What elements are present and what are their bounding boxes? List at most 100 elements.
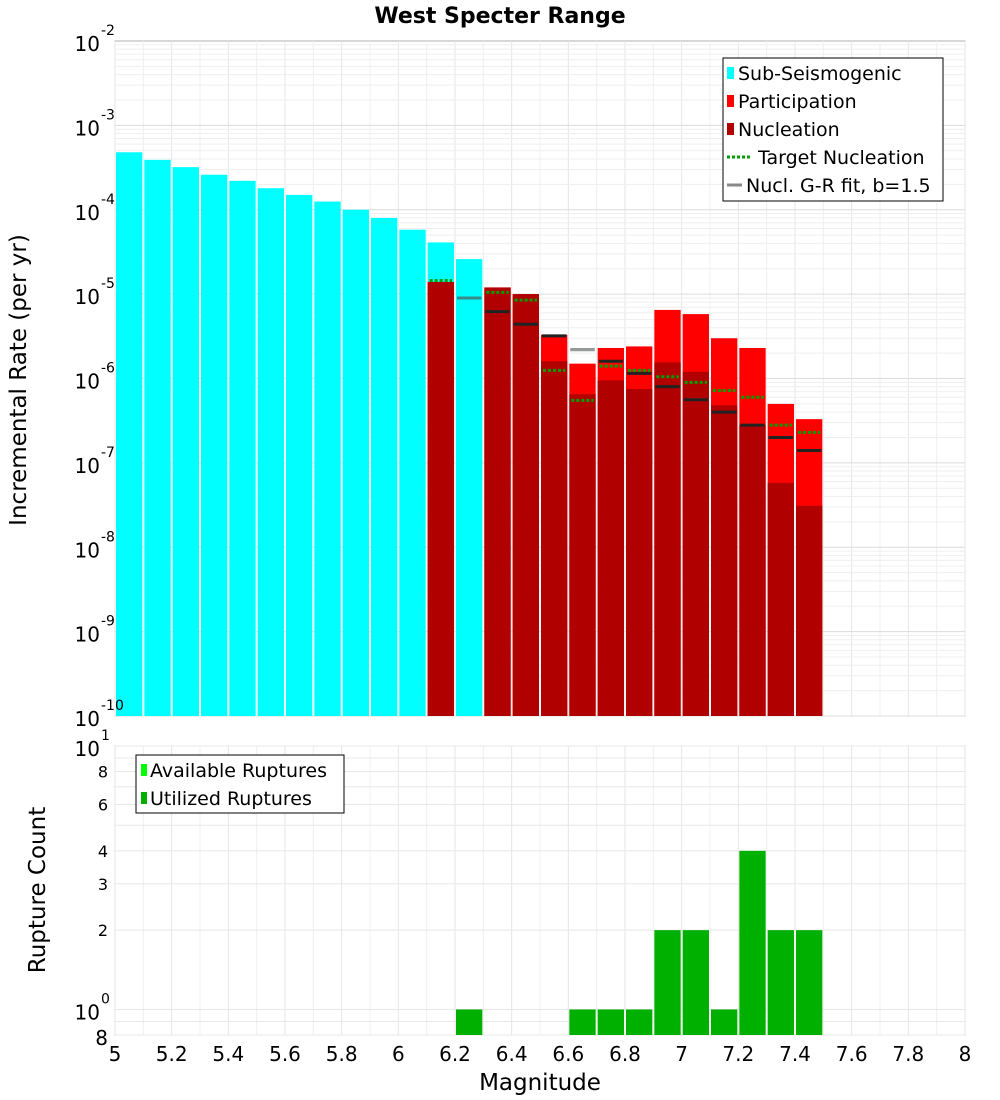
legend-label-utilized: Utilized Ruptures <box>150 788 312 810</box>
sub-seismogenic-bar <box>172 167 199 716</box>
nucleation-bar <box>682 371 709 716</box>
x-tick-label: 5.4 <box>212 1042 244 1066</box>
nucleation-bar <box>569 394 596 716</box>
x-tick-label: 5 <box>109 1042 122 1066</box>
nucleation-bar <box>767 482 794 716</box>
sub-seismogenic-bar <box>342 209 369 716</box>
y-tick-label: 4 <box>98 842 108 861</box>
utilized-ruptures-bar <box>796 930 823 1035</box>
nucleation-bar <box>427 281 454 716</box>
x-tick-label: 7.4 <box>779 1042 811 1066</box>
x-tick-label: 5.2 <box>156 1042 188 1066</box>
y-tick-label: 10 <box>75 285 100 309</box>
x-tick-label: 6.6 <box>552 1042 584 1066</box>
y-tick-label: 10 <box>75 454 100 478</box>
sub-seismogenic-bar <box>286 194 313 716</box>
y-tick-exponent: 0 <box>101 991 110 1007</box>
x-tick-label: 8 <box>959 1042 972 1066</box>
top-y-axis-label: Incremental Rate (per yr) <box>6 234 32 526</box>
bottom-bars <box>456 850 823 1035</box>
utilized-ruptures-bar <box>626 1009 653 1035</box>
sub-seismogenic-bar <box>399 229 426 717</box>
top-markers <box>429 279 822 453</box>
legend-swatch-available <box>141 764 147 776</box>
y-tick-label: 2 <box>98 921 108 940</box>
legend-label-gr-fit: Nucl. G-R fit, b=1.5 <box>746 175 931 197</box>
y-tick-label: 10 <box>75 370 100 394</box>
y-tick-exponent: -8 <box>101 529 115 545</box>
legend-label-participation: Participation <box>738 91 857 113</box>
x-tick-labels: 5 5.2 5.4 5.6 5.8 6 6.2 6.4 6.6 6.8 7 7.2 7.4 7.6 7.8 8 <box>109 1042 972 1066</box>
bottom-y-axis-label: Rupture Count <box>25 807 51 973</box>
sub-seismogenic-bar <box>456 259 483 716</box>
legend-label-nucleation: Nucleation <box>738 119 840 141</box>
nucleation-bar <box>541 361 568 716</box>
top-legend-box <box>722 57 944 202</box>
x-tick-label: 7 <box>675 1042 688 1066</box>
legend-swatch-nucleation <box>727 123 734 135</box>
bottom-legend-box <box>135 754 345 814</box>
y-tick-label: 10 <box>75 538 100 562</box>
y-tick-exponent: -9 <box>101 614 115 630</box>
y-tick-label: 10 <box>75 1000 100 1024</box>
legend-label-sub-seismogenic: Sub-Seismogenic <box>738 63 902 85</box>
y-tick-label: 6 <box>98 795 108 814</box>
x-tick-label: 7.8 <box>892 1042 924 1066</box>
utilized-ruptures-bar <box>597 1009 624 1035</box>
y-tick-exponent: 1 <box>101 728 110 744</box>
y-tick-exponent: -2 <box>101 23 115 39</box>
y-tick-label: 10 <box>75 707 100 731</box>
x-axis-label: Magnitude <box>479 1070 601 1096</box>
legend-label-target-nucleation: Target Nucleation <box>757 147 925 169</box>
utilized-ruptures-bar <box>569 1009 596 1035</box>
top-legend: Sub-Seismogenic Participation Nucleation… <box>722 57 944 202</box>
utilized-ruptures-bar <box>767 930 794 1035</box>
y-tick-label: 10 <box>75 32 100 56</box>
utilized-ruptures-bar <box>682 930 709 1035</box>
sub-seismogenic-bar <box>201 174 228 716</box>
y-tick-exponent: -7 <box>101 445 115 461</box>
sub-seismogenic-bar <box>229 180 256 716</box>
y-tick-label: 8 <box>98 763 108 782</box>
y-tick-label: 10 <box>75 737 100 761</box>
legend-swatch-utilized <box>141 792 147 804</box>
nucleation-bar <box>512 294 539 716</box>
top-bars <box>116 152 823 717</box>
x-tick-label: 6.4 <box>496 1042 528 1066</box>
y-tick-exponent: -6 <box>101 361 115 377</box>
utilized-ruptures-bar <box>654 930 681 1035</box>
y-tick-label: 10 <box>75 201 100 225</box>
y-tick-exponent: -5 <box>101 276 115 292</box>
sub-seismogenic-bar <box>144 159 171 717</box>
utilized-ruptures-bar <box>739 850 766 1035</box>
nucleation-bar <box>796 505 823 716</box>
y-tick-exponent: -10 <box>101 698 124 714</box>
x-tick-label: 6.8 <box>609 1042 641 1066</box>
y-tick-exponent: -3 <box>101 107 115 123</box>
y-tick-exponent: -4 <box>101 192 115 208</box>
nucleation-bar <box>739 425 766 716</box>
y-tick-label: 10 <box>75 116 100 140</box>
chart-title: West Specter Range <box>374 4 625 29</box>
sub-seismogenic-bar <box>116 152 143 716</box>
nucleation-bar <box>711 405 738 716</box>
nucleation-bar <box>597 380 624 716</box>
x-tick-label: 7.6 <box>836 1042 868 1066</box>
legend-label-available: Available Ruptures <box>150 760 327 782</box>
x-tick-label: 5.6 <box>269 1042 301 1066</box>
y-tick-label: 8 <box>95 1026 108 1050</box>
x-tick-label: 6.2 <box>439 1042 471 1066</box>
nucleation-bar <box>484 287 511 716</box>
bottom-legend: Available Ruptures Utilized Ruptures <box>135 754 345 814</box>
legend-swatch-participation <box>727 95 734 107</box>
x-tick-label: 7.2 <box>722 1042 754 1066</box>
y-tick-label: 3 <box>98 875 108 894</box>
nucleation-bar <box>654 362 681 716</box>
sub-seismogenic-bar <box>427 242 454 282</box>
legend-swatch-sub-seismogenic <box>727 67 734 79</box>
y-tick-label: 10 <box>75 623 100 647</box>
sub-seismogenic-bar <box>371 217 398 716</box>
sub-seismogenic-bar <box>314 201 341 716</box>
